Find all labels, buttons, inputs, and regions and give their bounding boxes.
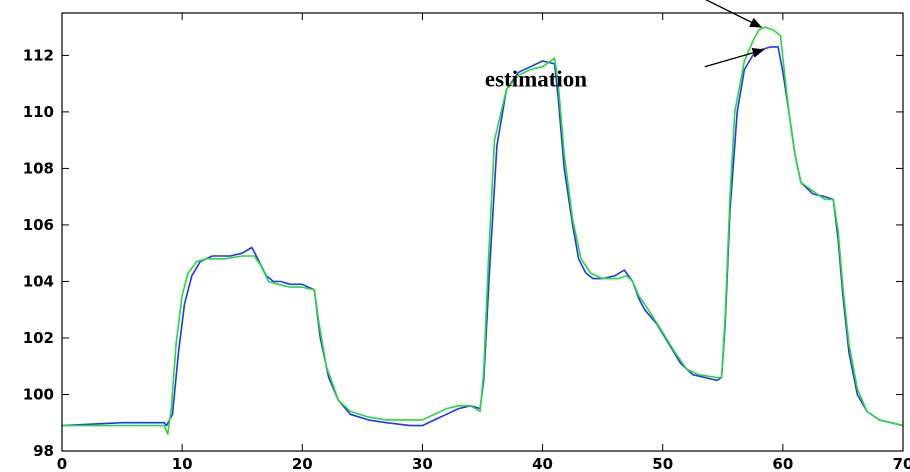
x-tick-label: 20 [292,455,313,472]
annotations: measurement estimation [425,0,765,91]
y-tick-label: 104 [23,272,54,290]
series-layer [62,26,903,435]
y-tick-label: 106 [23,216,54,234]
series-line-2 [62,26,903,435]
y-tick-label: 98 [33,442,54,460]
y-tick-label: 110 [23,103,54,121]
y-tick-label: 100 [23,385,54,403]
y-tick-label: 108 [23,159,54,177]
annotation-arrow [704,47,765,68]
axis-ticks: 0 10 20 30 40 50 60 70 98 100 102 104 106 108 110 112 [23,13,910,472]
x-tick-label: 50 [652,455,673,472]
x-tick-label: 60 [772,455,793,472]
annotation-label: measurement [425,0,558,1]
x-tick-label: 30 [412,455,433,472]
x-tick-label: 0 [57,455,67,472]
x-tick-label: 70 [893,455,910,472]
y-tick-label: 112 [23,46,54,64]
annotation-arrow [704,0,763,28]
annotation-label: estimation [485,66,587,91]
x-tick-label: 40 [532,455,553,472]
x-tick-label: 10 [172,455,193,472]
y-tick-label: 102 [23,329,54,347]
plot-frame [61,12,904,452]
